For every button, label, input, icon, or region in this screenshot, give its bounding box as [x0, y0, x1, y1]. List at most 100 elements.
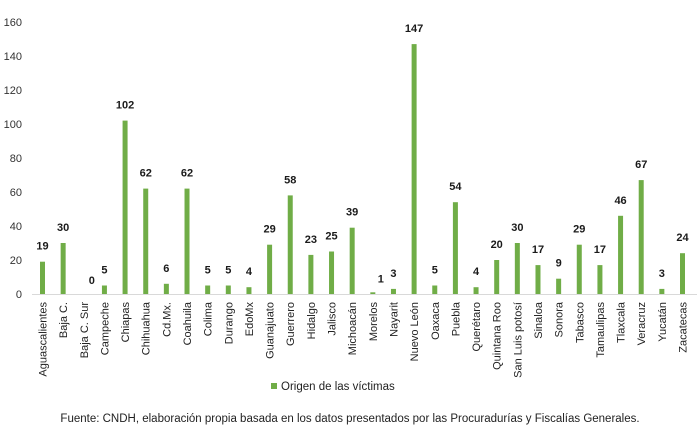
- x-tick-label: San Luis potosí: [512, 302, 524, 378]
- data-label: 4: [473, 266, 480, 278]
- x-tick-label: EdoMx: [244, 302, 256, 337]
- x-tick-label: Baja C.: [58, 302, 70, 338]
- x-tick-label: Tamaulipas: [595, 302, 607, 358]
- y-axis: 0 20 40 60 80 100 120 140 160: [4, 17, 22, 301]
- bar: [494, 260, 500, 294]
- x-tick-label: Jalisco: [327, 302, 339, 336]
- bar: [411, 44, 417, 294]
- bar: [432, 285, 438, 294]
- data-label: 6: [163, 263, 169, 275]
- data-label: 67: [635, 159, 647, 171]
- source-note: Fuente: CNDH, elaboración propia basada …: [60, 413, 640, 425]
- y-tick-label: 120: [4, 85, 22, 97]
- bar: [618, 215, 624, 294]
- data-label: 62: [140, 168, 152, 180]
- x-tick-label: Puebla: [450, 301, 462, 336]
- bars: [40, 44, 685, 294]
- bar: [390, 288, 396, 294]
- data-label: 5: [432, 265, 438, 277]
- bar: [349, 227, 355, 294]
- y-tick-label: 160: [4, 17, 22, 29]
- data-label: 5: [205, 265, 211, 277]
- bar: [184, 188, 190, 294]
- data-label: 62: [181, 168, 193, 180]
- data-label: 29: [573, 224, 585, 236]
- bar: [638, 180, 644, 294]
- data-label: 23: [305, 234, 317, 246]
- x-tick-label: Michoacán: [347, 302, 359, 355]
- data-label: 147: [405, 23, 423, 35]
- x-tick-label: Querétaro: [471, 302, 483, 352]
- bar: [246, 287, 252, 294]
- x-tick-label: Guanajuato: [265, 302, 277, 359]
- x-tick-label: Chiapas: [120, 302, 132, 343]
- data-label: 17: [594, 244, 606, 256]
- y-tick-label: 60: [10, 187, 22, 199]
- y-tick-label: 40: [10, 221, 22, 233]
- bar: [205, 285, 211, 294]
- data-label: 39: [346, 207, 358, 219]
- x-tick-label: Yucatán: [657, 302, 669, 342]
- x-tick-label: Guerrero: [285, 302, 297, 346]
- bar: [267, 244, 273, 294]
- data-label: 5: [101, 265, 107, 277]
- bar: [452, 202, 458, 294]
- legend-swatch: [271, 383, 277, 389]
- data-label: 4: [246, 266, 253, 278]
- x-tick-label: Zacatecas: [678, 302, 690, 353]
- y-tick-label: 0: [16, 289, 22, 301]
- x-tick-label: Nayarit: [388, 302, 400, 337]
- bar: [473, 287, 479, 294]
- x-tick-label: Durango: [223, 302, 235, 344]
- legend-label: Origen de las víctimas: [281, 381, 395, 393]
- bar: [659, 288, 665, 294]
- x-tick-label: Quintana Roo: [492, 302, 504, 370]
- data-label: 3: [659, 268, 665, 280]
- data-label: 46: [614, 195, 626, 207]
- bar: [329, 251, 335, 294]
- x-tick-label: Hidalgo: [306, 302, 318, 339]
- bar: [370, 292, 376, 294]
- bar: [163, 283, 169, 294]
- bar: [143, 188, 149, 294]
- bar: [225, 285, 231, 294]
- data-label: 20: [491, 239, 503, 251]
- x-tick-label: Tlaxcala: [616, 301, 628, 343]
- y-tick-label: 100: [4, 119, 22, 131]
- data-label: 19: [36, 241, 48, 253]
- y-tick-label: 20: [10, 255, 22, 267]
- x-tick-label: Coahuila: [182, 301, 194, 345]
- x-tick-label: Baja C. Sur: [79, 302, 91, 359]
- x-tick-label: Aguascalientes: [38, 302, 50, 377]
- data-label: 58: [284, 174, 296, 186]
- data-label: 5: [225, 265, 231, 277]
- data-label: 102: [116, 100, 134, 112]
- data-label: 3: [390, 268, 396, 280]
- x-tick-label: Nuevo León: [409, 302, 421, 361]
- data-label: 30: [57, 222, 69, 234]
- data-label: 29: [263, 224, 275, 236]
- bar: [514, 243, 520, 294]
- data-label: 25: [325, 231, 337, 243]
- x-tick-label: Chihuahua: [141, 301, 153, 355]
- bar: [122, 120, 128, 294]
- data-label: 17: [532, 244, 544, 256]
- bar: [680, 253, 685, 294]
- bar: [576, 244, 582, 294]
- bar: [308, 254, 314, 294]
- y-tick-label: 80: [10, 153, 22, 165]
- y-tick-label: 140: [4, 51, 22, 63]
- data-label: 0: [89, 275, 95, 287]
- bar: [556, 278, 562, 294]
- bar: [287, 195, 293, 294]
- data-label: 54: [449, 181, 462, 193]
- bar: [40, 261, 45, 294]
- category-labels: Aguascalientes Baja C. Baja C. Sur Campeche…: [38, 301, 690, 378]
- x-tick-label: Morelos: [368, 302, 380, 342]
- x-tick-label: Campeche: [99, 302, 111, 355]
- x-tick-label: Veracruz: [636, 302, 648, 345]
- data-label: 1: [378, 273, 384, 285]
- legend: Origen de las víctimas: [271, 381, 395, 393]
